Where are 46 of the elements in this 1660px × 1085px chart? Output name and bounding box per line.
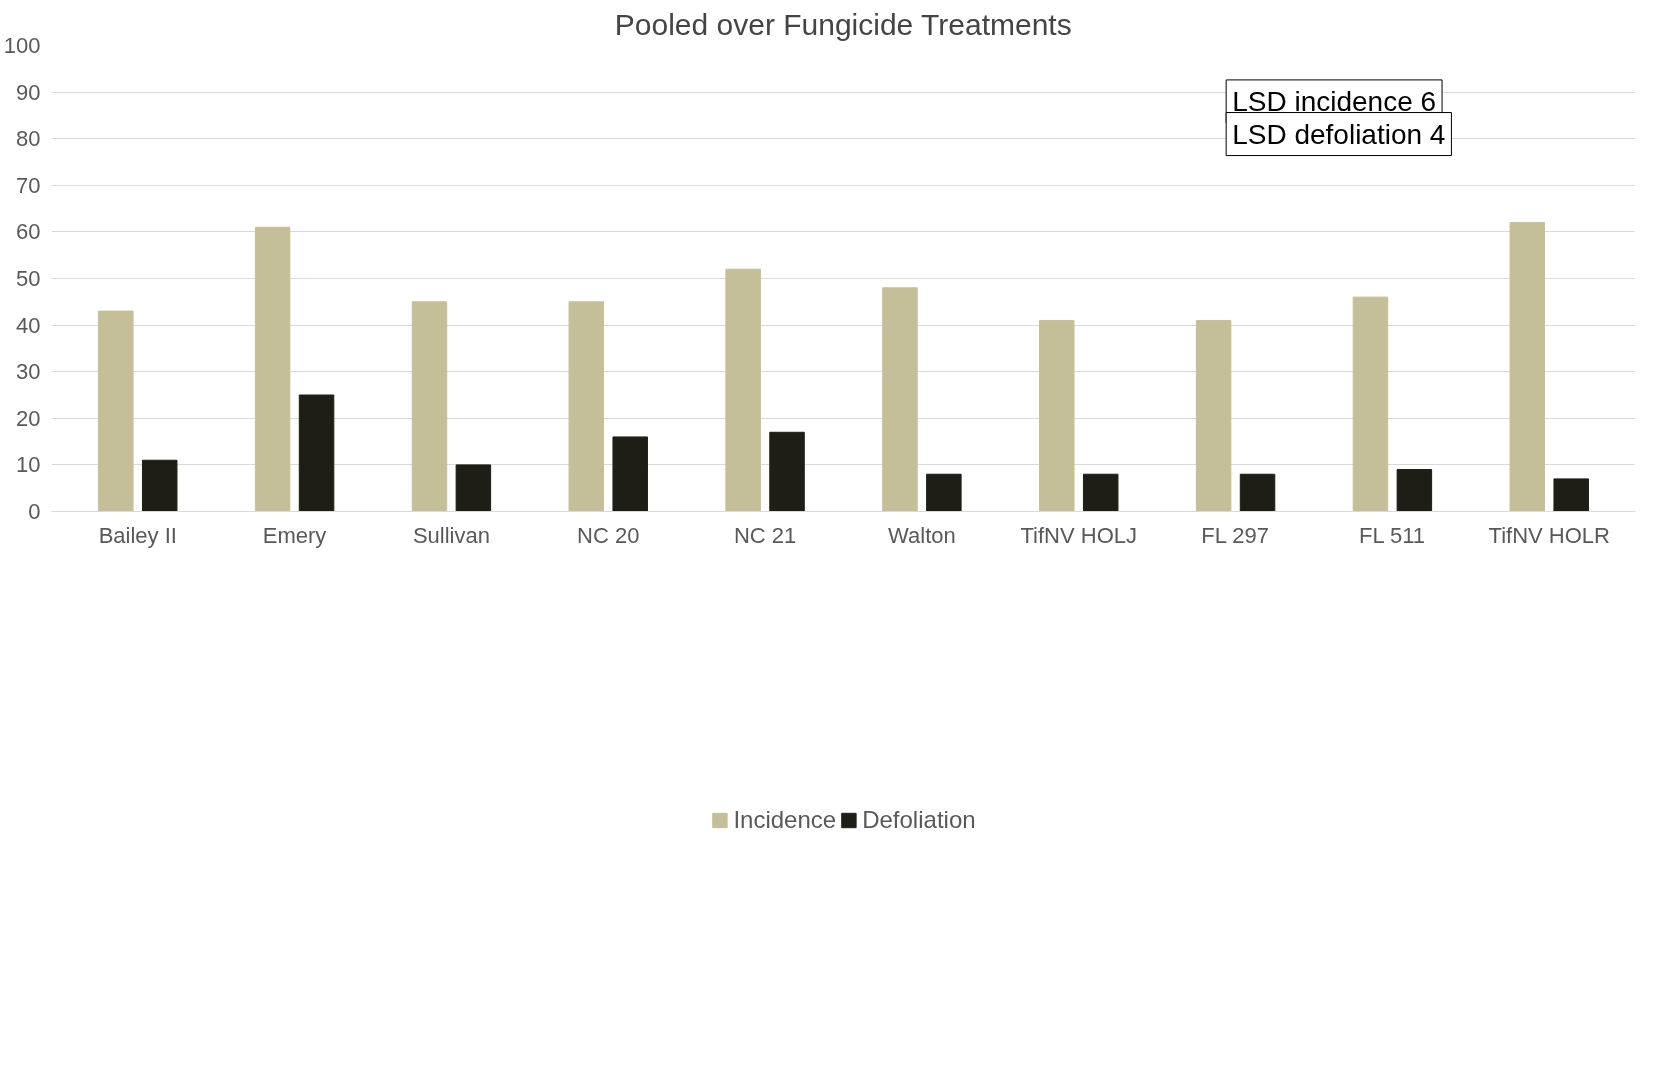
x-tick-label: NC 21	[733, 522, 797, 548]
bar	[926, 473, 962, 512]
bar	[1082, 473, 1119, 512]
bar	[612, 436, 648, 512]
y-tick-label: 50	[16, 266, 41, 291]
annotation: LSD incidence 6	[1232, 85, 1437, 117]
bar	[1396, 469, 1433, 512]
x-tick-label: Bailey II	[98, 522, 177, 548]
bar	[98, 310, 134, 512]
y-tick-label: 10	[16, 452, 41, 478]
chart-title: Pooled over Fungicide Treatments	[614, 7, 1072, 41]
y-tick-label: 30	[16, 359, 41, 385]
x-tick-label: FL 297	[1201, 522, 1270, 548]
x-tick-label: Emery	[262, 522, 327, 548]
bar	[568, 301, 605, 512]
x-tick-label: NC 20	[577, 522, 640, 548]
bar	[1509, 222, 1546, 512]
bar	[1039, 319, 1075, 512]
bar	[298, 394, 335, 512]
bar	[411, 301, 448, 512]
y-tick-label: 40	[16, 312, 41, 338]
bar	[1239, 473, 1276, 512]
x-tick-label: TifNV HOLJ	[1020, 522, 1138, 548]
y-tick-label: 60	[16, 219, 41, 245]
y-tick-label: 20	[16, 405, 41, 431]
y-tick-label: 90	[16, 79, 41, 105]
y-tick-label: 100	[3, 33, 41, 58]
y-tick-label: 70	[16, 172, 41, 198]
bar	[1195, 319, 1232, 512]
bar	[455, 464, 492, 512]
bar	[141, 459, 178, 512]
bar	[1553, 478, 1589, 512]
legend-label: Defoliation	[862, 806, 976, 834]
x-tick-label: FL 511	[1358, 522, 1426, 548]
bar	[254, 226, 291, 512]
y-tick-label: 80	[16, 126, 41, 152]
annotation: LSD defoliation 4	[1232, 118, 1446, 150]
x-tick-label: TifNV HOLR	[1488, 522, 1610, 548]
bar	[725, 268, 761, 512]
bar	[882, 287, 918, 512]
bar	[1352, 296, 1389, 512]
y-tick-label: 0	[28, 499, 41, 524]
x-tick-label: Sullivan	[412, 522, 490, 548]
legend-label: Incidence	[733, 806, 837, 834]
x-tick-label: Walton	[888, 522, 956, 548]
bar	[769, 431, 805, 512]
